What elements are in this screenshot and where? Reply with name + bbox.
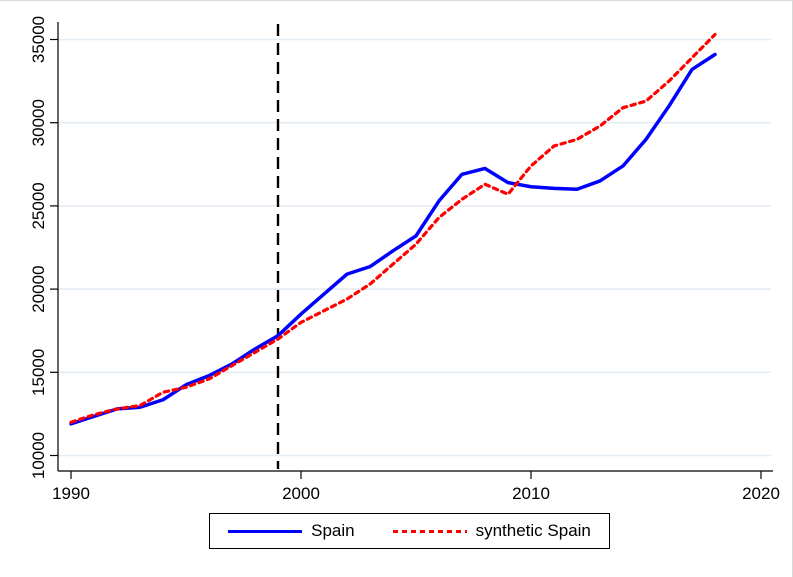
y-tick-label: 35000 — [29, 16, 48, 63]
x-tick-label: 2010 — [512, 484, 550, 503]
x-tick-label: 2000 — [282, 484, 320, 503]
y-tick-label: 10000 — [29, 432, 48, 479]
legend-label-synthetic-spain: synthetic Spain — [475, 521, 591, 540]
legend-label-spain: Spain — [311, 521, 355, 540]
y-tick-label: 25000 — [29, 182, 48, 229]
y-tick-label: 15000 — [29, 349, 48, 396]
legend-line-sample-spain — [228, 529, 303, 533]
series-line-synthetic-spain — [69, 32, 717, 424]
x-tick-label: 1990 — [52, 484, 90, 503]
legend-line-sample-synthetic-spain — [392, 529, 467, 533]
y-tick-label: 20000 — [29, 265, 48, 312]
legend: Spain synthetic Spain — [209, 513, 610, 549]
y-tick-label: 30000 — [29, 99, 48, 146]
x-tick-label: 2020 — [742, 484, 780, 503]
